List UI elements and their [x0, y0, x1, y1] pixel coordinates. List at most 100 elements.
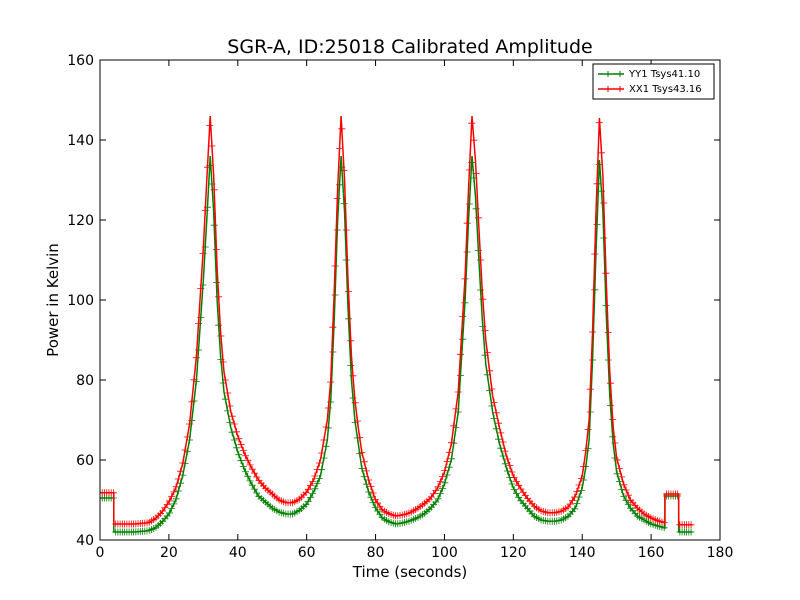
series-1-marker-161: [456, 350, 464, 358]
series-1-marker-224: [598, 149, 606, 157]
series-1-marker-160: [454, 388, 462, 396]
series-1-marker-45: [197, 285, 205, 292]
series-1-marker-39: [183, 433, 191, 441]
series-1-marker-182: [503, 455, 511, 463]
series-0-marker-165: [465, 200, 473, 208]
series-1-marker-213: [573, 488, 581, 495]
series-1-marker-165: [465, 166, 473, 174]
legend-label-xx1: XX1 Tsys43.16: [629, 84, 702, 95]
x-tick-label-5: 100: [431, 545, 458, 561]
series-0-marker-215: [577, 487, 585, 494]
series-1-marker-103: [327, 378, 335, 386]
series-1-marker-68: [248, 465, 256, 473]
series-1-marker-111: [345, 287, 353, 295]
series-1-marker-101: [322, 423, 330, 431]
series-0-marker-53: [215, 321, 223, 329]
series-1-marker-114: [351, 399, 359, 407]
y-axis-label: Power in Kelvin: [44, 243, 62, 357]
series-1-marker-164: [463, 219, 471, 227]
series-0-marker-37: [179, 471, 187, 479]
series-1-marker-98: [315, 459, 323, 467]
series-1-marker-64: [239, 446, 247, 454]
series-0-marker-62: [235, 451, 243, 459]
x-tick-label-2: 40: [229, 545, 247, 561]
series-0-marker-161: [456, 372, 464, 380]
series-0-marker-106: [333, 226, 341, 234]
series-1-marker-228: [606, 379, 614, 387]
series-1-marker-53: [215, 293, 223, 301]
series-1-marker-163: [461, 275, 469, 283]
series-0-marker-112: [347, 362, 355, 370]
series-0-marker-164: [463, 248, 471, 256]
plot-layer: [100, 115, 695, 536]
series-0-marker-98: [315, 474, 323, 482]
series-0-marker-66: [244, 472, 252, 480]
series-1-marker-252: [660, 519, 668, 527]
legend-entry-xx1: XX1 Tsys43.16: [598, 84, 702, 95]
series-1-marker-43: [192, 354, 200, 362]
series-0-marker-153: [439, 484, 447, 492]
series-1-marker-187: [515, 481, 523, 489]
series-0-marker-180: [499, 452, 507, 460]
series-1-marker-118: [360, 458, 368, 466]
series-1-marker-232: [615, 464, 623, 472]
series-1-marker-210: [566, 500, 574, 508]
series-1-marker-183: [506, 462, 514, 469]
series-1-marker-227: [604, 328, 612, 336]
series-0-marker-35: [174, 487, 182, 495]
y-tick-label-1: 60: [76, 453, 94, 469]
series-1-marker-56: [221, 376, 229, 384]
series-1-marker-93: [304, 485, 312, 493]
series-0-marker-104: [329, 348, 337, 356]
series-0-marker-154: [441, 479, 449, 487]
x-tick-label-6: 120: [500, 545, 527, 561]
y-tick-label-4: 120: [67, 213, 94, 229]
series-1-marker-154: [441, 467, 449, 475]
series-1-marker-235: [622, 486, 630, 494]
x-tick-label-0: 0: [96, 545, 105, 561]
legend-entry-yy1: YY1 Tsys41.10: [598, 69, 700, 80]
series-1-marker-108: [338, 125, 346, 133]
series-1-marker-264: [687, 521, 695, 529]
series-0-marker-60: [230, 436, 238, 444]
series-1-marker-231: [613, 456, 621, 464]
series-0-marker-219: [586, 408, 594, 416]
series-1-marker-38: [181, 446, 189, 454]
x-tick-label-8: 160: [638, 545, 665, 561]
chart-title: SGR-A, ID:25018 Calibrated Amplitude: [227, 36, 592, 58]
series-0-marker-36: [177, 479, 185, 487]
series-1-marker-49: [206, 122, 214, 130]
series-1-marker-62: [235, 435, 243, 443]
series-1-marker-30: [163, 501, 171, 508]
series-1-marker-46: [199, 249, 207, 257]
series-1-marker-167: [470, 136, 478, 144]
series-0-marker-236: [624, 500, 632, 508]
series-1-marker-6: [109, 489, 117, 497]
series-0-marker-231: [613, 470, 621, 478]
series-0-marker-118: [360, 472, 368, 480]
series-1-marker-120: [365, 476, 373, 484]
series-1-marker-174: [486, 367, 494, 375]
series-1-marker-105: [331, 262, 339, 270]
series-1-marker-42: [190, 376, 198, 384]
series-0-marker-179: [497, 444, 505, 452]
series-1-marker-99: [318, 449, 326, 457]
series-1-marker-106: [333, 194, 341, 202]
series-0-marker-233: [618, 485, 626, 493]
series-0-marker-32: [168, 504, 176, 512]
series-1-marker-236: [624, 491, 632, 499]
series-0-marker-156: [445, 463, 453, 471]
series-1-marker-217: [582, 446, 590, 454]
series-1-marker-44: [195, 320, 203, 328]
series-0-marker-186: [512, 489, 520, 497]
series-1-marker-172: [481, 326, 489, 334]
series-0-marker-61: [233, 444, 241, 452]
series-1-marker-41: [188, 398, 196, 406]
series-1-marker-225: [600, 199, 608, 207]
series-1-marker-63: [237, 441, 245, 449]
series-0-marker-162: [459, 335, 467, 343]
series-1-marker-156: [445, 448, 453, 456]
series-1-marker-66: [244, 456, 252, 464]
y-tick-label-6: 160: [67, 53, 94, 69]
series-0-marker-185: [510, 486, 518, 493]
